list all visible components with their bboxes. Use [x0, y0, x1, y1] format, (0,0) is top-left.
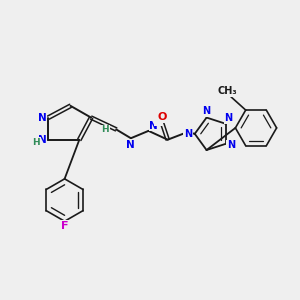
- Text: N: N: [149, 121, 158, 130]
- Text: N: N: [227, 140, 235, 150]
- Text: CH₃: CH₃: [218, 86, 237, 96]
- Text: N: N: [38, 135, 46, 145]
- Text: N: N: [202, 106, 211, 116]
- Text: N: N: [184, 129, 192, 139]
- Text: H: H: [101, 125, 109, 134]
- Text: F: F: [61, 221, 68, 231]
- Text: H: H: [32, 138, 40, 147]
- Text: N: N: [127, 140, 135, 150]
- Text: N: N: [224, 113, 233, 123]
- Text: H: H: [155, 116, 163, 125]
- Text: O: O: [157, 112, 167, 122]
- Text: N: N: [38, 112, 46, 123]
